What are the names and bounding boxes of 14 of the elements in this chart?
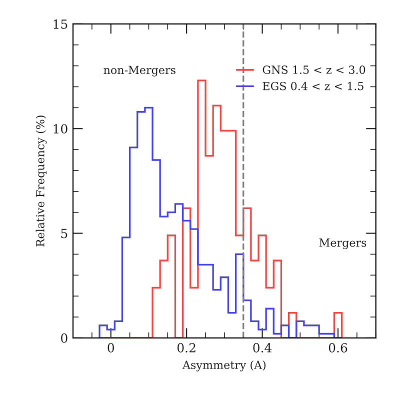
x-tick-label: 0.6	[328, 343, 348, 352]
annotation: non-Mergers	[104, 66, 176, 76]
annotation: Mergers	[319, 238, 366, 250]
legend-label: EGS 0.4 < z < 1.5	[262, 82, 364, 90]
legend-label: GNS 1.5 < z < 3.0	[262, 66, 366, 74]
y-tick-label: 15	[54, 19, 68, 29]
y-tick-label: 10	[54, 124, 68, 134]
x-axis-title: Asymmetry (A)	[182, 360, 266, 372]
x-tick-label: 0.2	[177, 343, 196, 352]
y-axis-title: Relative Frequency (%)	[36, 116, 47, 247]
y-tick-label: 0	[61, 333, 68, 343]
x-tick-label: 0	[108, 343, 114, 352]
y-tick-label: 5	[61, 228, 68, 238]
x-tick-label: 0.4	[253, 343, 272, 352]
